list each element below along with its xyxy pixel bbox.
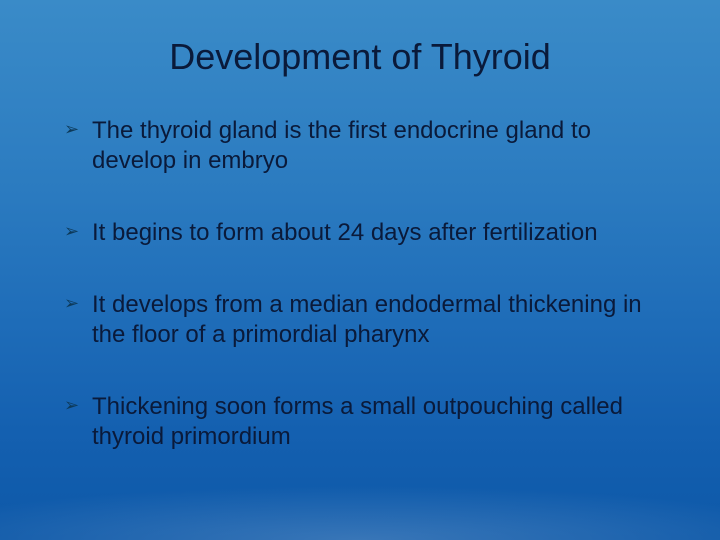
slide-title: Development of Thyroid (60, 36, 660, 78)
bullet-list: The thyroid gland is the first endocrine… (60, 116, 660, 452)
slide: Development of Thyroid The thyroid gland… (0, 0, 720, 540)
bullet-item: It develops from a median endodermal thi… (64, 290, 660, 350)
bullet-item: It begins to form about 24 days after fe… (64, 218, 660, 248)
bullet-item: Thickening soon forms a small outpouchin… (64, 392, 660, 452)
bullet-item: The thyroid gland is the first endocrine… (64, 116, 660, 176)
